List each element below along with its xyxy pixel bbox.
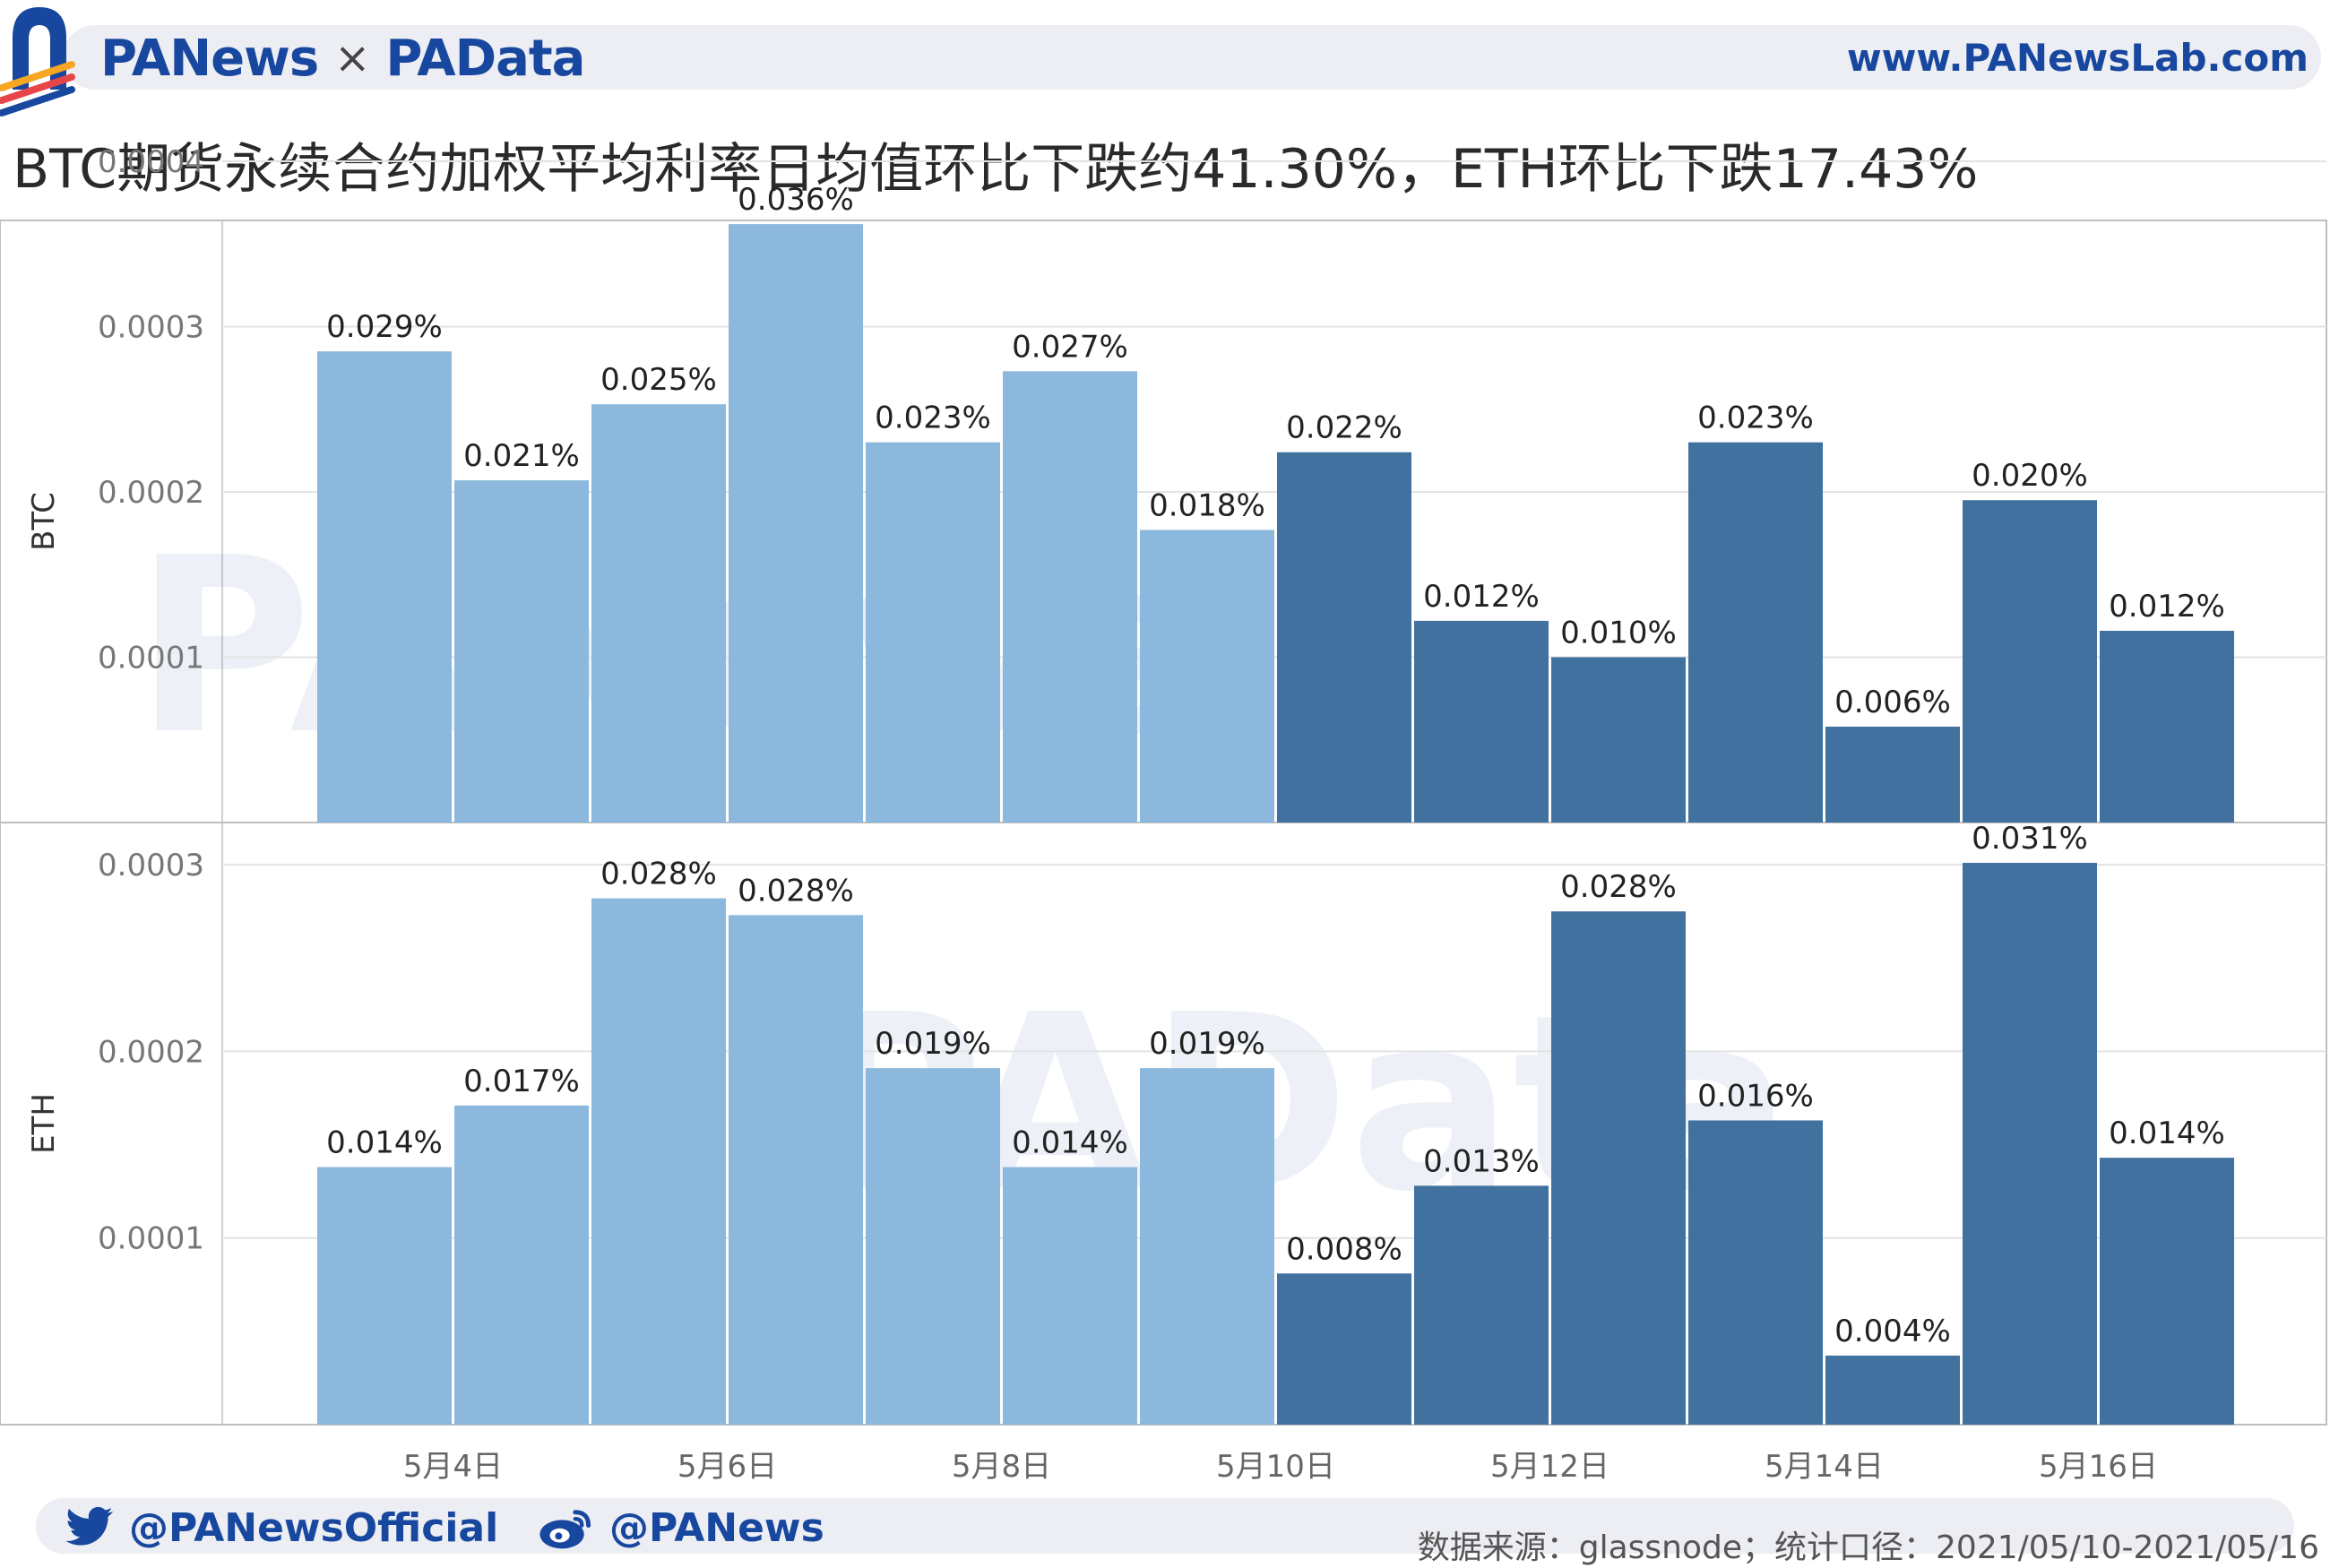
bar — [454, 1105, 589, 1425]
bar — [2100, 1158, 2234, 1425]
bar — [866, 442, 1000, 823]
bar — [1277, 452, 1411, 823]
bar — [1414, 1185, 1549, 1425]
y-tick-label: 0.0003 — [98, 310, 204, 346]
brand-separator: × — [334, 33, 370, 83]
brand-panews: PANews — [100, 29, 319, 88]
twitter-icon — [65, 1506, 113, 1546]
data-label: 0.010% — [1560, 616, 1677, 651]
data-label: 0.012% — [1423, 579, 1540, 615]
data-label: 0.036% — [738, 182, 854, 218]
y-tick-label: 0.0004 — [98, 144, 204, 180]
data-label: 0.029% — [326, 309, 443, 345]
bar — [1140, 1068, 1274, 1425]
weibo-handle-text: @PANews — [609, 1504, 824, 1551]
bar — [317, 351, 452, 823]
data-label: 0.014% — [2109, 1116, 2225, 1151]
data-label: 0.019% — [1149, 1026, 1265, 1062]
data-label: 0.020% — [1972, 458, 2088, 494]
bar — [1825, 726, 1960, 823]
bar — [1825, 1355, 1960, 1425]
data-label: 0.014% — [326, 1125, 443, 1161]
twitter-handle[interactable]: @PANewsOfficial — [65, 1504, 499, 1551]
bar — [591, 898, 726, 1425]
y-tick-label: 0.0001 — [98, 641, 204, 676]
x-tick-label: 5月4日 — [403, 1449, 503, 1485]
x-tick-label: 5月6日 — [677, 1449, 777, 1485]
y-tick-label: 0.0001 — [98, 1221, 204, 1257]
data-label: 0.013% — [1423, 1143, 1540, 1179]
weibo-handle[interactable]: @PANews — [538, 1504, 824, 1551]
footer-bar — [36, 1498, 2294, 1554]
bar — [1688, 1120, 1823, 1425]
x-tick-label: 5月10日 — [1216, 1449, 1335, 1485]
bar — [1551, 657, 1686, 823]
data-label: 0.022% — [1286, 410, 1402, 446]
y-axis-label: BTC — [26, 492, 62, 551]
x-tick-label: 5月14日 — [1765, 1449, 1884, 1485]
data-label: 0.028% — [600, 857, 717, 892]
data-label: 0.006% — [1834, 685, 1951, 720]
data-label: 0.021% — [463, 438, 580, 474]
x-tick-label: 5月16日 — [2039, 1449, 2158, 1485]
y-axis-label: ETH — [26, 1093, 62, 1154]
data-label: 0.017% — [463, 1064, 580, 1099]
bar — [1688, 442, 1823, 823]
bar — [729, 224, 863, 823]
data-label: 0.027% — [1012, 329, 1128, 365]
bar — [317, 1167, 452, 1425]
y-tick-label: 0.0002 — [98, 1034, 204, 1070]
data-label: 0.031% — [1972, 821, 2088, 857]
bar — [1551, 911, 1686, 1425]
chart-title: BTC期货永续合约加权平均利率日均值环比下跌约41.30%，ETH环比下跌17.… — [13, 138, 1979, 201]
data-label: 0.014% — [1012, 1125, 1128, 1161]
data-label: 0.016% — [1697, 1078, 1814, 1114]
panews-logo-icon — [0, 7, 75, 116]
data-label: 0.012% — [2109, 589, 2225, 625]
data-label: 0.025% — [600, 362, 717, 398]
data-label: 0.018% — [1149, 487, 1265, 523]
y-tick-label: 0.0002 — [98, 475, 204, 511]
bar — [1003, 371, 1137, 823]
bar — [1277, 1273, 1411, 1425]
bar — [1963, 863, 2097, 1425]
data-label: 0.019% — [875, 1026, 991, 1062]
bar — [1003, 1167, 1137, 1425]
bar — [729, 915, 863, 1425]
data-label: 0.023% — [875, 401, 991, 436]
bar — [2100, 630, 2234, 823]
data-label: 0.004% — [1834, 1314, 1951, 1349]
bar — [866, 1068, 1000, 1425]
bar — [1963, 500, 2097, 823]
bar — [1414, 620, 1549, 823]
weibo-icon — [539, 1510, 591, 1549]
data-source-note: 数据来源：glassnode；统计口径：2021/05/10-2021/05/1… — [1417, 1529, 2319, 1566]
brand-logo: PANews × PAData — [100, 27, 585, 90]
y-tick-label: 0.0003 — [98, 848, 204, 883]
bar — [454, 480, 589, 823]
data-label: 0.008% — [1286, 1231, 1402, 1267]
twitter-handle-text: @PANewsOfficial — [129, 1504, 499, 1551]
brand-padata: PAData — [385, 29, 585, 88]
bar — [591, 404, 726, 823]
site-url[interactable]: www.PANewsLab.com — [1846, 36, 2308, 80]
data-label: 0.023% — [1697, 401, 1814, 436]
bar — [1140, 530, 1274, 823]
header-bar — [63, 25, 2321, 90]
data-label: 0.028% — [1560, 869, 1677, 905]
data-label: 0.028% — [738, 873, 854, 909]
x-tick-label: 5月12日 — [1490, 1449, 1609, 1485]
x-tick-label: 5月8日 — [952, 1449, 1051, 1485]
